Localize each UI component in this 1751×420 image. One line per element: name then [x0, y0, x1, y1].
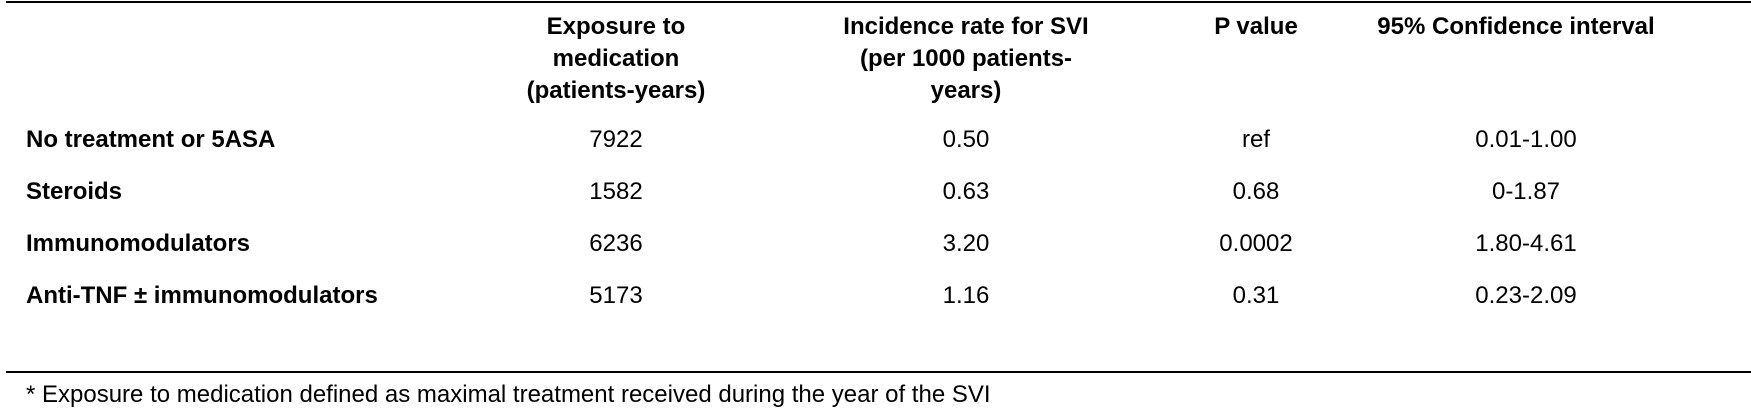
p-value: 0.68: [1232, 178, 1280, 205]
incidence-value: 0.63: [942, 178, 990, 205]
exposure-value: 6236: [589, 230, 643, 257]
exposure-value: 1582: [589, 178, 643, 205]
confidence-interval-value: 0.23-2.09: [1475, 282, 1577, 309]
p-value: 0.31: [1232, 282, 1280, 309]
row-label: No treatment or 5ASA: [26, 126, 276, 153]
exposure-value: 5173: [589, 282, 643, 309]
table-bottom-rule: [6, 371, 1751, 373]
header-incidence-rate: Incidence rate for SVI (per 1000 patient…: [843, 13, 1089, 104]
header-exposure: Exposure to medication (patients-years): [526, 13, 706, 104]
confidence-interval-value: 0-1.87: [1491, 178, 1561, 205]
table-row: Anti-TNF ± immunomodulators 5173 1.16 0.…: [6, 276, 1751, 316]
p-value: 0.0002: [1219, 230, 1293, 257]
incidence-value: 1.16: [942, 282, 990, 309]
table-row: Immunomodulators 6236 3.20 0.0002 1.80-4…: [6, 224, 1751, 264]
row-label: Immunomodulators: [26, 230, 251, 257]
table-row: Steroids 1582 0.63 0.68 0-1.87: [6, 172, 1751, 212]
header-p-value: P value: [1214, 13, 1298, 40]
incidence-value: 0.50: [942, 126, 990, 153]
table-top-rule: [6, 1, 1751, 3]
row-label: Steroids: [26, 178, 123, 205]
table-footnote: * Exposure to medication defined as maxi…: [26, 381, 991, 408]
header-confidence-interval: 95% Confidence interval: [1377, 13, 1655, 40]
confidence-interval-value: 0.01-1.00: [1475, 126, 1577, 153]
incidence-value: 3.20: [942, 230, 990, 257]
exposure-value: 7922: [589, 126, 643, 153]
row-label: Anti-TNF ± immunomodulators: [26, 282, 378, 309]
p-value: ref: [1241, 126, 1270, 153]
table-row: No treatment or 5ASA 7922 0.50 ref 0.01-…: [6, 120, 1751, 160]
confidence-interval-value: 1.80-4.61: [1475, 230, 1577, 257]
